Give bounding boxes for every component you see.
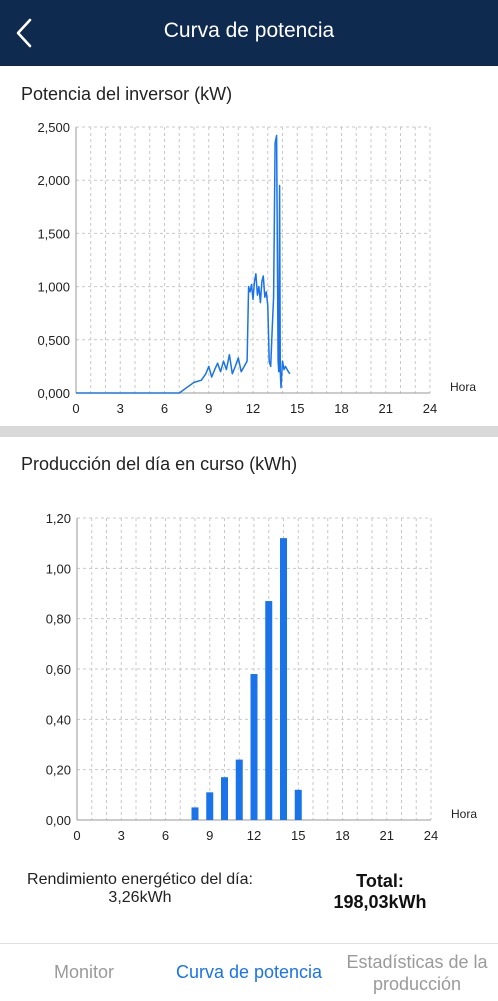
- power-xtick-label: 18: [334, 401, 348, 416]
- chevron-left-icon: [16, 18, 32, 48]
- energy-xtick-label: 24: [424, 828, 438, 840]
- back-button[interactable]: [8, 12, 48, 54]
- power-xtick-label: 12: [246, 401, 260, 416]
- power-chart: 0,000 0,500 1,000 1,500 2,000 2,500 0 3 6 9 12 15 18…: [37, 120, 476, 416]
- section-divider: [0, 426, 498, 437]
- total-yield: Total: 198,03kWh: [310, 871, 450, 913]
- energy-xtick-label: 3: [118, 828, 125, 840]
- daily-yield-label: Rendimiento energético del día:: [27, 871, 253, 888]
- energy-chart-title: Producción del día en curso (kWh): [21, 454, 298, 474]
- daily-yield: Rendimiento energético del día: 3,26kWh: [20, 871, 260, 907]
- tab-production-stats[interactable]: Estadísticas de la producción: [346, 951, 488, 994]
- energy-bar: [191, 807, 199, 820]
- power-ytick-label: 1,500: [37, 226, 70, 241]
- power-ytick-label: 2,500: [37, 120, 70, 135]
- energy-bar: [206, 792, 214, 820]
- energy-x-unit: Hora: [451, 807, 477, 821]
- energy-bar: [280, 538, 287, 820]
- energy-ytick-label: 0,00: [46, 813, 71, 828]
- power-xtick-label: 24: [423, 401, 437, 416]
- power-ytick-label: 0,500: [37, 333, 70, 348]
- energy-xtick-label: 6: [162, 828, 169, 840]
- energy-ytick-label: 0,60: [46, 662, 71, 677]
- energy-xtick-label: 21: [380, 828, 394, 840]
- power-xtick-label: 15: [290, 401, 304, 416]
- power-ytick-label: 0,000: [37, 386, 70, 401]
- energy-bar: [294, 789, 302, 820]
- power-x-unit: Hora: [450, 380, 476, 394]
- energy-ytick-label: 1,00: [46, 561, 71, 576]
- energy-xtick-label: 12: [247, 828, 261, 840]
- energy-xtick-label: 15: [291, 828, 305, 840]
- energy-bar: [250, 674, 258, 820]
- page-title: Curva de potencia: [163, 19, 335, 42]
- power-xtick-label: 6: [161, 401, 168, 416]
- energy-ytick-label: 0,20: [46, 763, 71, 778]
- energy-ytick-label: 1,20: [46, 511, 71, 526]
- total-yield-value: 198,03kWh: [333, 892, 427, 912]
- power-series-line: [76, 134, 291, 394]
- power-xtick-label: 3: [117, 401, 124, 416]
- tab-monitor[interactable]: Monitor: [53, 962, 115, 982]
- power-chart-title: Potencia del inversor (kW): [21, 84, 233, 104]
- daily-yield-value: 3,26kWh: [108, 889, 172, 906]
- power-xtick-label: 21: [379, 401, 393, 416]
- power-ytick-label: 2,000: [37, 173, 70, 188]
- total-yield-label: Total:: [356, 871, 404, 891]
- energy-xtick-label: 9: [206, 828, 213, 840]
- power-xtick-label: 9: [205, 401, 212, 416]
- energy-chart: 0,00 0,20 0,40 0,60 0,80 1,00 1,20 0 3 6 9 12 15 18 21…: [46, 511, 478, 840]
- tab-power-curve[interactable]: Curva de potencia: [175, 962, 323, 982]
- bottom-tab-bar: Monitor Curva de potencia Estadísticas d…: [0, 943, 498, 1001]
- app-header: Curva de potencia: [0, 0, 498, 66]
- energy-xtick-label: 18: [335, 828, 349, 840]
- energy-xtick-label: 0: [73, 828, 80, 840]
- power-ytick-label: 1,000: [37, 280, 70, 295]
- energy-ytick-label: 0,80: [46, 612, 71, 627]
- energy-bar: [221, 777, 228, 820]
- energy-bar: [235, 759, 243, 820]
- energy-bar: [265, 601, 273, 820]
- energy-ytick-label: 0,40: [46, 712, 71, 727]
- power-xtick-label: 0: [72, 401, 79, 416]
